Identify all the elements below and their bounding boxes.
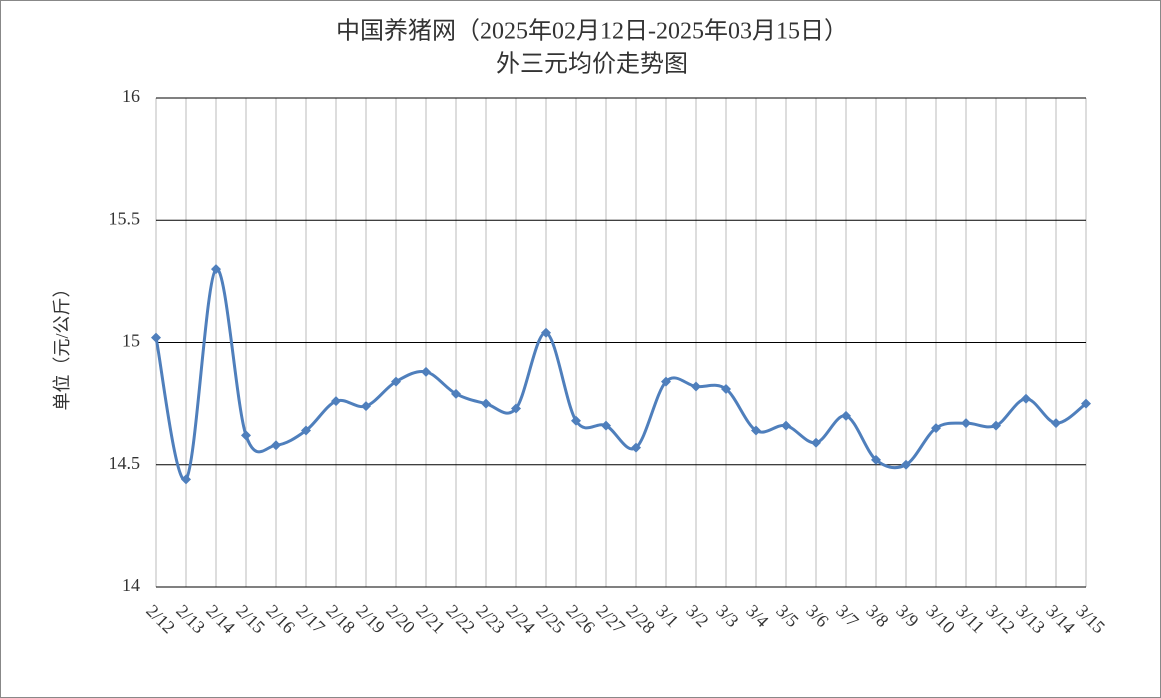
data-point [181,474,191,485]
data-point [361,401,371,412]
data-point [991,420,1001,431]
data-point [511,403,521,414]
data-point [271,440,281,451]
y-axis-label: 单位（元/公斤） [52,279,72,410]
data-point [841,410,851,421]
y-tick-label: 16 [122,86,140,106]
y-tick-label: 14 [122,575,140,595]
data-point [901,459,911,470]
data-point [1051,418,1061,429]
data-point [481,398,491,409]
y-tick-label: 15 [122,331,140,351]
chart-title: 中国养猪网（2025年02月12日-2025年03月15日） [336,18,848,45]
data-point [751,425,761,436]
data-point [1081,398,1091,409]
data-point [331,396,341,407]
data-point [211,264,221,275]
data-point [241,430,251,441]
data-point [661,376,671,387]
data-point [421,366,431,377]
data-point [541,327,551,338]
data-point [781,420,791,431]
y-tick-label: 14.5 [109,453,141,473]
data-point [391,376,401,387]
chart-subtitle: 外三元均价走势图 [496,51,688,78]
data-point [1021,393,1031,404]
data-point [931,423,941,434]
series-line [154,267,1087,482]
data-point [601,420,611,431]
data-point [811,437,821,448]
data-point [721,383,731,394]
y-tick-label: 15.5 [109,208,141,228]
data-point [871,454,881,465]
data-point [961,418,971,429]
data-point [301,425,311,436]
data-point [151,332,161,343]
data-point [631,442,641,453]
data-point [451,388,461,399]
data-point [691,381,701,392]
data-point [571,415,581,426]
